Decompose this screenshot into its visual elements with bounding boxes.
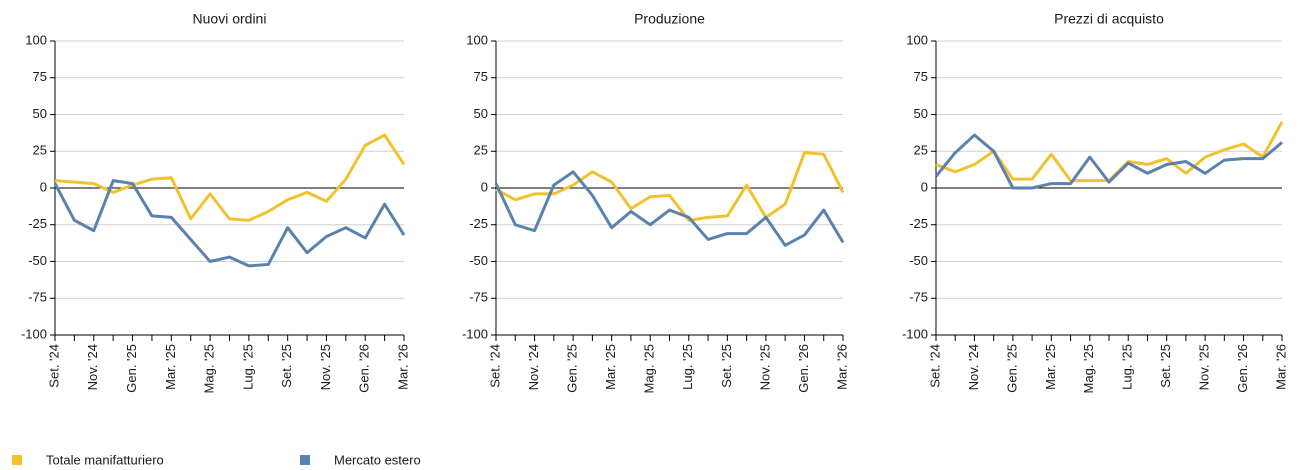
x-tick-label: Lug. '25 (1120, 344, 1135, 390)
y-tick-label: 50 (914, 106, 928, 121)
x-tick-label: Nov. '24 (966, 344, 981, 390)
x-tick-label: Mag. '25 (642, 344, 657, 393)
x-tick-label: Gen. '26 (1235, 344, 1250, 393)
x-tick-label: Set. '24 (46, 344, 61, 388)
x-tick-label: Gen. '25 (1004, 344, 1019, 393)
y-tick-label: -25 (909, 216, 928, 231)
x-tick-label: Nov. '25 (318, 344, 333, 390)
y-tick-label: -75 (909, 290, 928, 305)
legend-label: Mercato estero (334, 452, 421, 467)
y-tick-label: -25 (469, 216, 488, 231)
x-tick-label: Mar. '25 (603, 344, 618, 390)
y-tick-label: 100 (906, 32, 928, 47)
legend-swatch (12, 455, 22, 465)
line-series (494, 170, 845, 247)
y-tick-label: -25 (28, 216, 47, 231)
y-tick-label: -100 (902, 326, 928, 341)
y-tick-label: 25 (33, 143, 47, 158)
y-tick-label: 0 (481, 179, 488, 194)
x-tick-label: Nov. '25 (757, 344, 772, 390)
x-tick-label: Mag. '25 (202, 344, 217, 393)
x-tick-label: Lug. '25 (240, 344, 255, 390)
y-tick-label: -100 (462, 326, 488, 341)
line-series (53, 179, 406, 268)
x-tick-label: Mar. '25 (163, 344, 178, 390)
x-tick-label: Set. '25 (1158, 344, 1173, 388)
chart-title: Nuovi ordini (193, 11, 267, 27)
chart-title: Produzione (634, 11, 705, 27)
y-tick-label: 75 (474, 69, 488, 84)
y-tick-label: 50 (474, 106, 488, 121)
x-tick-label: Gen. '26 (796, 344, 811, 393)
x-tick-label: Nov. '25 (1197, 344, 1212, 390)
x-tick-label: Mar. '26 (834, 344, 849, 390)
legend-swatch (300, 455, 310, 465)
x-tick-label: Gen. '25 (565, 344, 580, 393)
x-tick-label: Nov. '24 (85, 344, 100, 390)
y-tick-label: 25 (474, 143, 488, 158)
x-tick-label: Mar. '26 (395, 344, 410, 390)
x-tick-label: Mar. '26 (1273, 344, 1288, 390)
y-tick-label: 75 (914, 69, 928, 84)
y-tick-label: -50 (469, 253, 488, 268)
x-tick-label: Set. '24 (487, 344, 502, 388)
y-tick-label: -50 (28, 253, 47, 268)
y-tick-label: -75 (28, 290, 47, 305)
line-series (54, 133, 406, 222)
y-tick-label: 75 (33, 69, 47, 84)
y-tick-label: 25 (914, 143, 928, 158)
y-tick-label: 0 (921, 179, 928, 194)
x-tick-label: Lug. '25 (680, 344, 695, 390)
x-tick-label: Set. '24 (927, 344, 942, 388)
legend-label: Totale manifatturiero (46, 452, 164, 467)
x-tick-label: Mag. '25 (1081, 344, 1096, 393)
line-series (495, 151, 845, 222)
y-tick-label: 50 (33, 106, 47, 121)
y-tick-label: -50 (909, 253, 928, 268)
x-tick-label: Mar. '25 (1043, 344, 1058, 390)
y-tick-label: 100 (466, 32, 488, 47)
y-tick-label: -75 (469, 290, 488, 305)
y-tick-label: -100 (21, 326, 47, 341)
x-tick-label: Nov. '24 (526, 344, 541, 390)
y-tick-label: 100 (25, 32, 47, 47)
x-tick-label: Gen. '26 (357, 344, 372, 393)
x-tick-label: Set. '25 (719, 344, 734, 388)
x-tick-label: Set. '25 (279, 344, 294, 388)
y-tick-label: 0 (40, 179, 47, 194)
x-tick-label: Gen. '25 (124, 344, 139, 393)
chart-title: Prezzi di acquisto (1054, 11, 1164, 27)
line-series (934, 133, 1283, 190)
